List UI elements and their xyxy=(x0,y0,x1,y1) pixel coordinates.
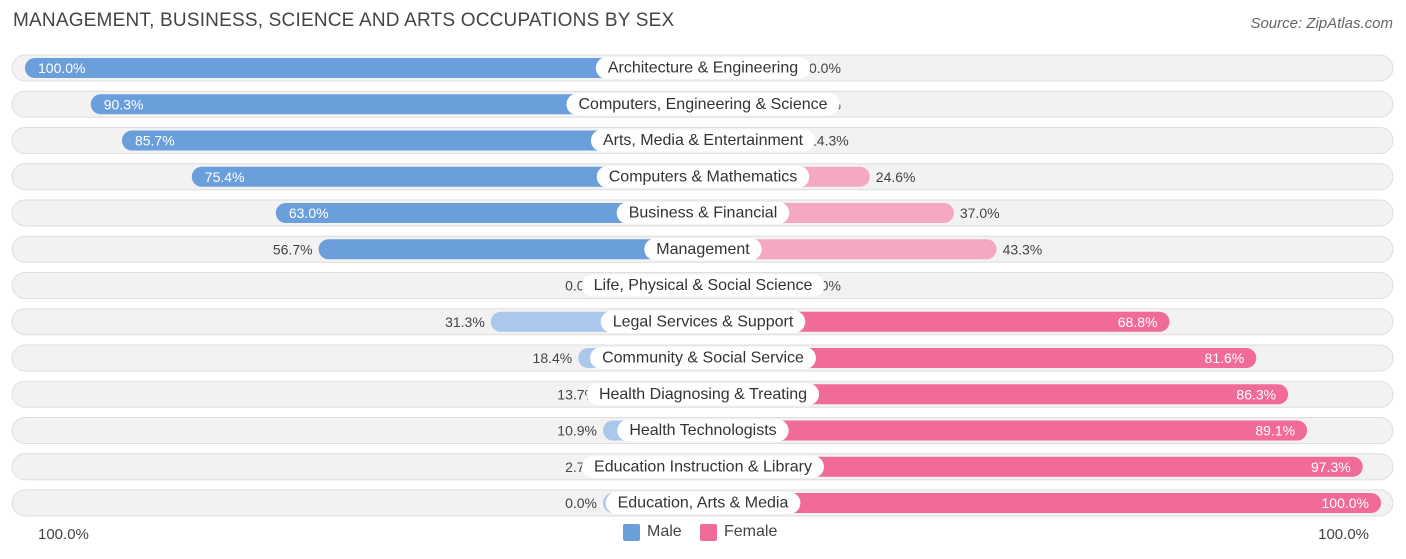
legend-female: Female xyxy=(700,523,777,541)
female-value-label: 24.6% xyxy=(876,169,916,185)
category-pill xyxy=(596,165,810,188)
category-pill xyxy=(586,383,820,406)
female-value-label: 68.8% xyxy=(1118,314,1158,330)
category-pill xyxy=(595,57,811,79)
male-value-label: 100.0% xyxy=(38,60,85,76)
female-value-label: 97.3% xyxy=(1311,459,1351,475)
category-label: Computers & Mathematics xyxy=(609,168,798,185)
female-value-label: 86.3% xyxy=(1236,386,1276,402)
category-label: Legal Services & Support xyxy=(613,313,794,330)
category-label: Business & Financial xyxy=(629,205,778,222)
female-bar xyxy=(703,348,1257,368)
female-value-label: 43.3% xyxy=(1003,241,1043,257)
category-pill xyxy=(582,455,824,478)
category-label: Computers, Engineering & Science xyxy=(578,96,827,113)
category-label: Education, Arts & Media xyxy=(618,495,789,512)
male-bar xyxy=(275,203,703,223)
category-label: Education Instruction & Library xyxy=(594,458,812,475)
category-label: Architecture & Engineering xyxy=(608,60,798,77)
male-bar xyxy=(90,94,704,115)
category-pill xyxy=(581,274,825,297)
female-bar xyxy=(703,456,1363,477)
male-value-label: 90.3% xyxy=(104,96,144,112)
female-value-label: 14.3% xyxy=(809,133,849,149)
male-value-label: 75.4% xyxy=(205,169,245,185)
female-value-label: 37.0% xyxy=(960,205,1000,221)
category-pill xyxy=(605,492,801,514)
male-value-label: 0.0% xyxy=(565,495,597,511)
chart-svg: 100.0% 0.0% Architecture & Engineering 90.3… xyxy=(11,54,1394,517)
male-bar xyxy=(121,130,704,151)
chart-title: MANAGEMENT, BUSINESS, SCIENCE AND ARTS O… xyxy=(13,10,675,31)
female-value-label: 81.6% xyxy=(1205,350,1245,366)
female-bar xyxy=(703,384,1289,405)
female-bar xyxy=(703,239,997,260)
male-value-label: 13.7% xyxy=(557,386,597,402)
male-bar xyxy=(25,58,703,78)
category-label: Management xyxy=(656,241,750,258)
legend-male-label: Male xyxy=(647,523,682,540)
category-label: Life, Physical & Social Science xyxy=(594,277,813,294)
category-label: Health Diagnosing & Treating xyxy=(599,386,807,403)
male-bar xyxy=(318,239,703,260)
male-value-label: 63.0% xyxy=(289,205,329,221)
legend-male: Male xyxy=(623,523,682,541)
category-pill xyxy=(590,347,816,369)
category-pill xyxy=(566,93,840,116)
female-value-label: 0.0% xyxy=(809,60,841,76)
female-bar xyxy=(703,420,1308,441)
axis-label-right: 100.0% xyxy=(1318,526,1369,543)
legend-male-swatch xyxy=(623,523,640,541)
category-pill xyxy=(616,202,790,224)
female-value-label: 100.0% xyxy=(1322,495,1369,511)
category-pill xyxy=(590,129,816,152)
category-label: Arts, Media & Entertainment xyxy=(603,132,804,149)
axis-label-left: 100.0% xyxy=(38,526,89,543)
male-value-label: 85.7% xyxy=(135,133,175,149)
female-bar xyxy=(703,311,1170,332)
category-pill xyxy=(644,238,762,261)
male-bar xyxy=(191,166,703,187)
legend: Male Female xyxy=(0,523,1406,547)
male-value-label: 10.9% xyxy=(557,423,597,439)
female-value-label: 89.1% xyxy=(1255,423,1295,439)
legend-female-swatch xyxy=(700,523,717,541)
male-value-label: 56.7% xyxy=(273,241,313,257)
source-credit: Source: ZipAtlas.com xyxy=(1250,15,1393,32)
legend-female-label: Female xyxy=(724,523,778,540)
male-value-label: 31.3% xyxy=(445,314,485,330)
male-value-label: 18.4% xyxy=(533,350,573,366)
category-label: Health Technologists xyxy=(629,422,776,439)
category-pill xyxy=(600,310,806,333)
category-pill xyxy=(617,419,789,442)
category-label: Community & Social Service xyxy=(602,350,804,367)
female-bar xyxy=(703,493,1381,513)
